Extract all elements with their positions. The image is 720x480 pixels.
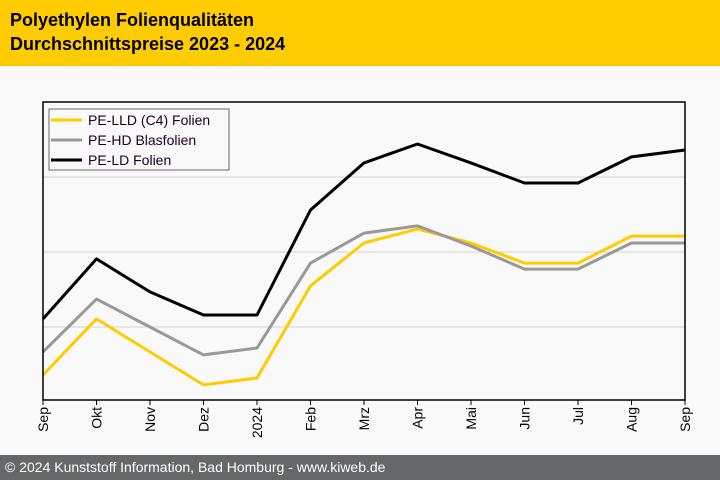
legend-label-1: PE-HD Blasfolien — [88, 132, 196, 148]
series-line-0 — [41, 227, 685, 387]
series-line-1 — [41, 224, 685, 357]
x-tick-label: Feb — [303, 407, 319, 431]
x-tick-label: Mrz — [356, 407, 372, 430]
x-tick-label: Sep — [677, 407, 693, 432]
chart-title-line1: Polyethylen Folienqualitäten — [10, 10, 255, 30]
line-chart: Sep Okt Nov Dez 2024 Feb Mrz Apr Mai Jun Jul Aug Sep… — [35, 101, 693, 438]
chart-title-line2: Durchschnittspreise 2023 - 2024 — [10, 34, 286, 54]
x-tick-label: Aug — [624, 407, 640, 432]
x-tick-label: Jun — [517, 407, 533, 430]
x-tick-label: Sep — [35, 407, 51, 432]
footer-copyright: © 2024 Kunststoff Information, Bad Hombu… — [0, 455, 720, 480]
series-line-2 — [41, 142, 686, 320]
x-tick-label: Okt — [89, 407, 105, 429]
x-tick-label: 2024 — [249, 407, 265, 438]
x-tick-label: Dez — [196, 407, 212, 432]
x-tick-label: Apr — [410, 407, 426, 429]
legend-label-0: PE-LLD (C4) Folien — [88, 112, 210, 128]
x-tick-label: Nov — [142, 407, 158, 432]
x-tick-label: Mai — [463, 407, 479, 430]
legend-label-2: PE-LD Folien — [88, 152, 171, 168]
x-tick-label: Jul — [570, 407, 586, 425]
header-banner: Polyethylen Folienqualitäten Durchschnit… — [0, 0, 720, 66]
